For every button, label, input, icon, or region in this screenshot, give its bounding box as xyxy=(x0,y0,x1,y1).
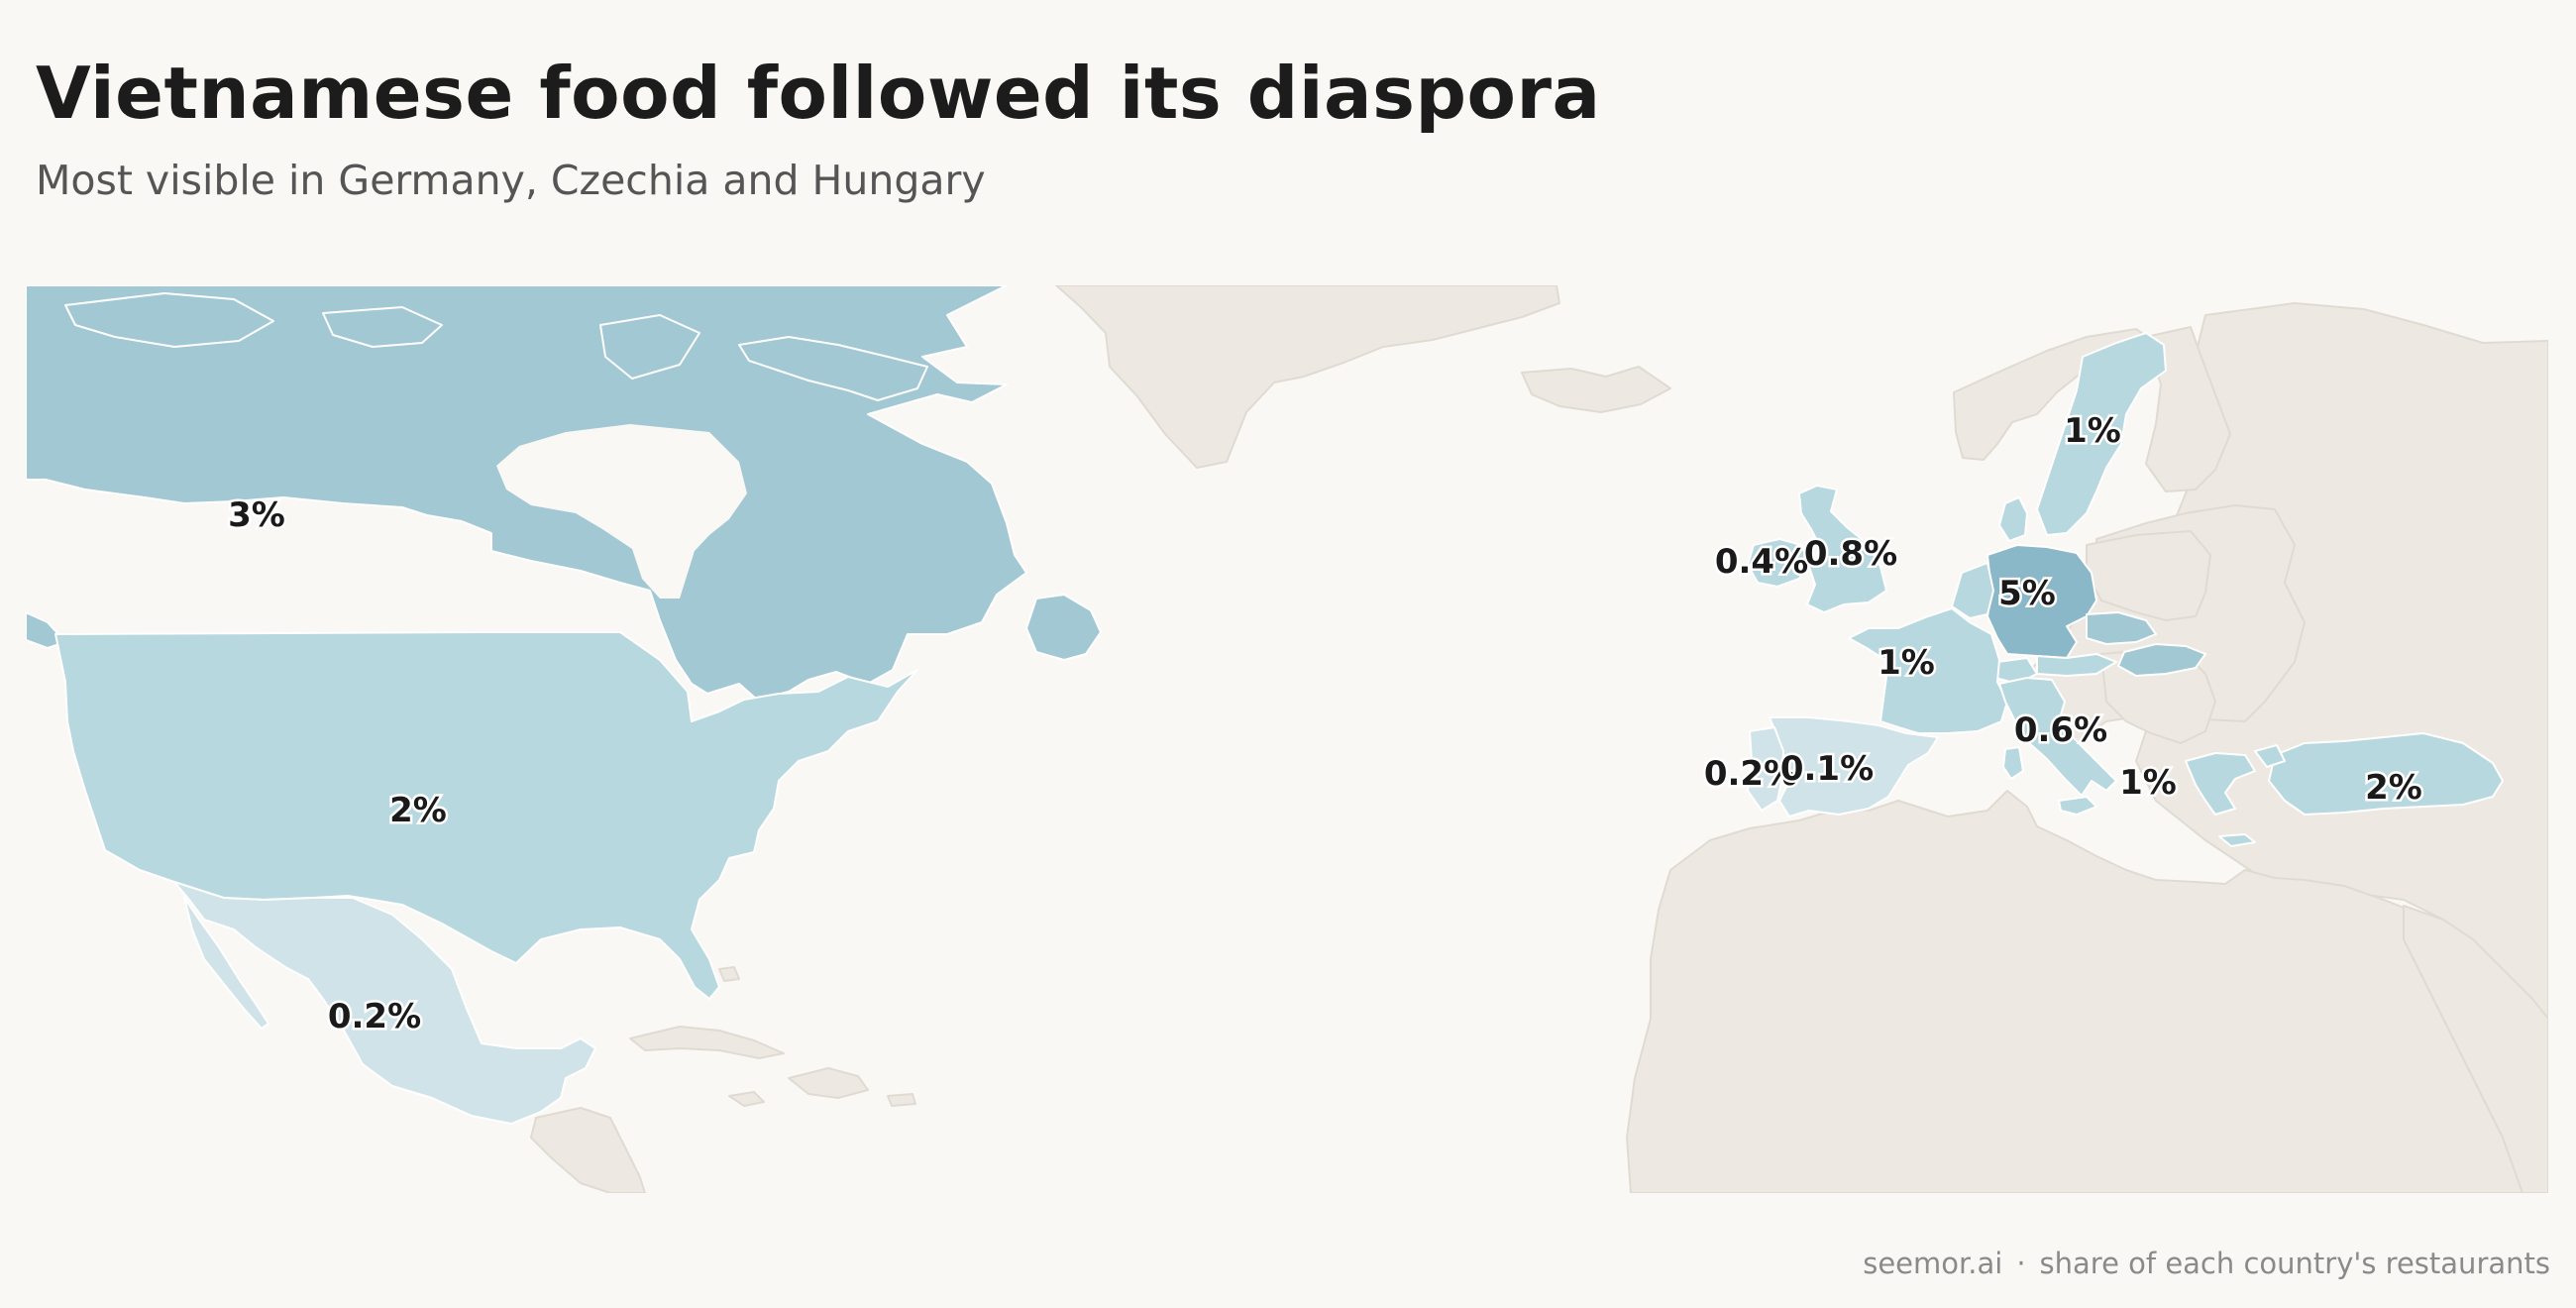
region-benelux xyxy=(1951,562,1994,619)
region-sinai-arabia xyxy=(2403,905,2548,1193)
region-russia-east xyxy=(2115,302,2548,1039)
region-austria xyxy=(2036,653,2117,677)
region-bahamas xyxy=(718,966,740,982)
region-hispaniola xyxy=(788,1067,869,1099)
region-finland xyxy=(2145,326,2231,492)
label-italy: 0.6% xyxy=(2014,710,2107,750)
region-norway xyxy=(1953,328,2157,461)
region-germany xyxy=(1986,544,2097,659)
region-arctic-islands-2 xyxy=(322,306,443,348)
region-baja-california xyxy=(183,897,269,1030)
region-sardinia xyxy=(2002,746,2024,780)
region-crete xyxy=(2218,833,2256,847)
label-germany: 5% xyxy=(1998,574,2056,613)
region-arctic-islands-1 xyxy=(64,292,274,348)
footer-source: seemor.ai xyxy=(1863,1247,2003,1280)
label-canada: 3% xyxy=(228,495,285,535)
region-alaska-edge xyxy=(26,611,66,649)
region-mexico xyxy=(173,881,596,1125)
region-sicily xyxy=(2058,796,2097,816)
region-denmark xyxy=(1998,496,2028,542)
label-turkey: 2% xyxy=(2365,768,2422,808)
chart-title: Vietnamese food followed its diaspora xyxy=(36,52,1601,135)
region-central-america xyxy=(530,1107,646,1193)
label-sweden: 1% xyxy=(2064,411,2121,451)
region-puerto-rico xyxy=(887,1093,916,1107)
chart-subtitle: Most visible in Germany, Czechia and Hun… xyxy=(36,157,986,204)
region-italy xyxy=(1998,677,2117,797)
label-united-kingdom: 0.8% xyxy=(1804,534,1897,574)
region-iceland xyxy=(1521,366,1671,413)
label-portugal: 0.2% xyxy=(1704,754,1797,794)
label-mexico: 0.2% xyxy=(328,997,421,1036)
region-spain xyxy=(1769,716,1939,818)
region-jamaica xyxy=(728,1091,765,1107)
footer-note: seemor.ai · share of each country's restau… xyxy=(1863,1247,2550,1280)
region-newfoundland xyxy=(1025,594,1102,661)
footer-separator: · xyxy=(2016,1247,2026,1280)
region-north-africa xyxy=(1626,790,2548,1193)
region-turkey xyxy=(2268,732,2504,816)
region-cuba xyxy=(629,1026,785,1059)
label-greece: 1% xyxy=(2119,763,2177,803)
water-hudson-bay xyxy=(496,424,747,599)
label-united-states: 2% xyxy=(389,791,447,830)
choropleth-map: 3% 2% 0.2% 0.4% 0.8% 1% 5% 1% 0.6% 0.2% … xyxy=(26,285,2548,1193)
value-labels: 3% 2% 0.2% 0.4% 0.8% 1% 5% 1% 0.6% 0.2% … xyxy=(226,409,2425,1039)
region-france xyxy=(1848,607,2008,734)
region-baffin-island xyxy=(738,336,928,401)
region-poland xyxy=(2086,530,2211,621)
label-spain: 0.1% xyxy=(1780,749,1874,789)
region-greece xyxy=(2185,752,2256,816)
region-sweden xyxy=(2036,332,2167,536)
region-turkey-thrace xyxy=(2254,744,2286,768)
region-ireland xyxy=(1747,538,1810,588)
label-france: 1% xyxy=(1878,643,1935,683)
region-greenland xyxy=(1055,285,1560,469)
region-portugal xyxy=(1747,726,1784,812)
footer-caption: share of each country's restaurants xyxy=(2039,1247,2550,1280)
region-arctic-islands-3 xyxy=(599,314,700,380)
region-czechia xyxy=(2086,611,2157,645)
region-hungary xyxy=(2117,643,2206,677)
label-ireland: 0.4% xyxy=(1715,542,1808,582)
region-united-kingdom xyxy=(1798,485,1887,613)
